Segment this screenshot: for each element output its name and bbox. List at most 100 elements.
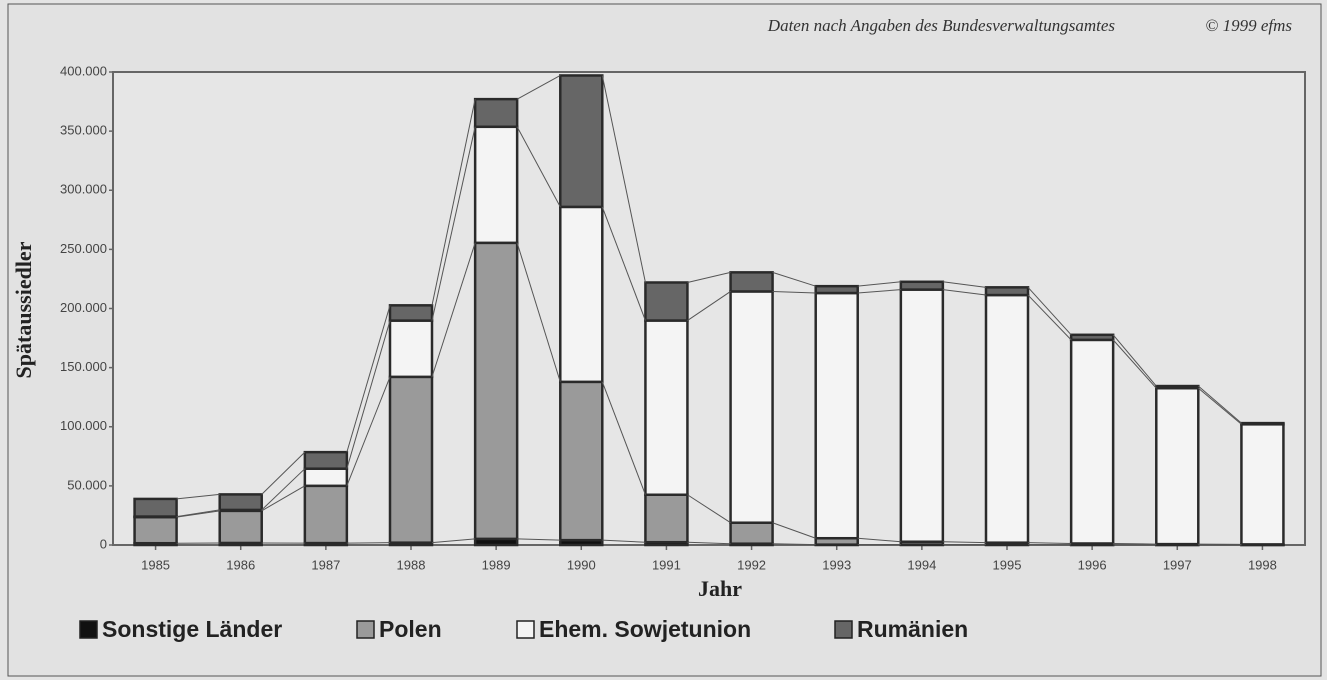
legend-label: Ehem. Sowjetunion — [539, 616, 751, 642]
y-tick-label: 400.000 — [60, 63, 107, 78]
bar-segment — [473, 125, 519, 245]
connector-line — [517, 538, 561, 541]
connector-line — [516, 242, 561, 382]
connector-line — [516, 126, 561, 208]
bar-segment — [1240, 421, 1285, 426]
connector-line — [431, 99, 476, 306]
connector-line — [857, 537, 901, 543]
x-tick-label: 1987 — [311, 557, 340, 572]
bar-segment — [984, 293, 1030, 544]
connector-line — [261, 468, 306, 511]
y-tick-label: 300.000 — [60, 182, 107, 197]
connector-line — [261, 451, 306, 495]
bar-segment — [303, 467, 349, 488]
bar-segment — [729, 271, 774, 293]
x-tick-label: 1986 — [226, 557, 255, 572]
x-tick-label: 1991 — [652, 557, 681, 572]
connector-line — [942, 289, 987, 296]
connector-line — [431, 126, 476, 321]
bar-segment — [133, 497, 178, 518]
y-tick-label: 250.000 — [60, 241, 107, 256]
legend-label: Sonstige Länder — [102, 616, 282, 642]
x-axis-label: Jahr — [698, 576, 742, 601]
bar-segment — [899, 288, 945, 543]
bar-segment — [644, 319, 689, 496]
x-tick-label: 1985 — [141, 557, 170, 572]
copyright: © 1999 efms — [1205, 16, 1292, 35]
bar-segment — [133, 515, 178, 545]
connector-line — [601, 381, 646, 495]
connector-line — [1027, 286, 1072, 336]
y-tick-label: 0 — [100, 536, 107, 551]
bar-segment — [1155, 384, 1200, 390]
bar-segment — [729, 290, 774, 524]
x-tick-label: 1997 — [1163, 557, 1192, 572]
connector-line — [261, 485, 306, 512]
bar-segment — [218, 493, 263, 512]
legend-label: Polen — [379, 616, 442, 642]
connector-line — [687, 291, 731, 321]
legend-swatch — [79, 620, 98, 639]
bar-segment — [729, 521, 774, 545]
connector-line — [772, 543, 816, 546]
bar-segment — [559, 380, 604, 542]
legend-swatch — [516, 620, 535, 639]
connector-line — [772, 522, 816, 539]
source: Daten nach Angaben des Bundesverwaltungs… — [767, 16, 1116, 35]
connector-line — [687, 494, 731, 524]
x-tick-label: 1989 — [482, 557, 511, 572]
connector-line — [1112, 339, 1157, 389]
bar-segment — [1069, 333, 1115, 342]
connector-line — [1027, 542, 1072, 544]
bar-segment — [1240, 423, 1285, 546]
legend-swatch — [834, 620, 853, 639]
x-tick-label: 1995 — [993, 557, 1022, 572]
bar-segment — [814, 291, 859, 540]
bar-segment — [1069, 338, 1115, 545]
connector-line — [1112, 334, 1157, 387]
bar-segment — [303, 450, 349, 470]
connector-line — [176, 510, 220, 518]
connector-line — [1113, 542, 1157, 545]
connector-line — [772, 290, 816, 294]
bar-segment — [1155, 386, 1200, 546]
connector-line — [602, 539, 646, 543]
plot-area — [112, 71, 1306, 546]
connector-line — [942, 541, 987, 544]
x-tick-label: 1998 — [1248, 557, 1277, 572]
bar-segment — [218, 509, 263, 545]
connector-line — [431, 538, 476, 544]
y-tick-label: 350.000 — [60, 123, 107, 138]
connector-line — [346, 305, 391, 453]
y-tick-label: 200.000 — [60, 300, 107, 315]
y-axis-label: Spätaussiedler — [11, 241, 36, 378]
bar-segment — [303, 484, 349, 545]
connector-line — [1027, 294, 1072, 341]
connector-line — [601, 75, 646, 283]
bar-segment — [388, 375, 434, 544]
bar-segment — [388, 319, 434, 379]
x-tick-label: 1988 — [397, 557, 426, 572]
bar-segment — [899, 280, 945, 291]
bar-segment — [644, 493, 689, 544]
bar-segment — [814, 284, 859, 295]
y-tick-label: 50.000 — [67, 477, 107, 492]
connector-line — [857, 281, 901, 287]
y-tick-label: 150.000 — [60, 359, 107, 374]
connector-line — [687, 271, 731, 283]
bar-segment — [388, 304, 434, 322]
connector-line — [687, 541, 731, 545]
connector-line — [772, 271, 816, 287]
x-tick-label: 1993 — [822, 557, 851, 572]
bar-segment — [473, 97, 519, 129]
bar-segment — [984, 286, 1030, 297]
connector-line — [346, 320, 391, 469]
bar-segment — [559, 205, 604, 384]
connector-line — [601, 206, 646, 321]
x-tick-label: 1994 — [907, 557, 936, 572]
connector-line — [431, 242, 476, 378]
connector-line — [1197, 387, 1242, 425]
connector-line — [516, 75, 561, 100]
connector-line — [942, 281, 987, 288]
